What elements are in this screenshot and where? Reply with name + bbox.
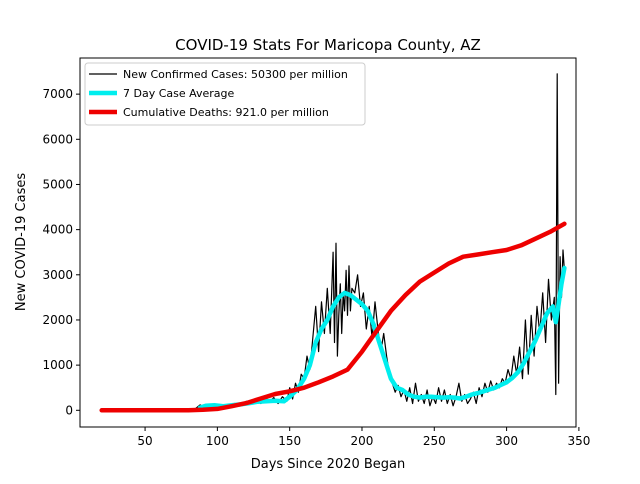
y-tick-label: 5000 — [42, 177, 73, 191]
x-tick-label: 50 — [137, 434, 152, 448]
y-tick-label: 6000 — [42, 132, 73, 146]
series-7-day-average-line — [197, 265, 567, 410]
y-axis: 0 1000 2000 3000 4000 5000 6000 7000 — [42, 87, 80, 417]
y-tick-label: 0 — [65, 403, 73, 417]
legend: New Confirmed Cases: 50300 per million 7… — [84, 62, 366, 126]
axes-frame — [79, 57, 577, 428]
x-axis: 50 100 150 200 250 300 350 — [137, 427, 590, 448]
x-tick-label: 350 — [567, 434, 590, 448]
y-tick-label: 2000 — [42, 313, 73, 327]
y-axis-label: New COVID-19 Cases — [14, 173, 29, 311]
chart-title: COVID-19 Stats For Maricopa County, AZ — [175, 36, 481, 54]
legend-label-new-cases: New Confirmed Cases: 50300 per million — [123, 68, 348, 81]
legend-label-average: 7 Day Case Average — [123, 87, 235, 100]
x-tick-label: 100 — [206, 434, 229, 448]
x-tick-label: 250 — [423, 434, 446, 448]
x-axis-label: Days Since 2020 Began — [251, 457, 406, 472]
x-tick-label: 150 — [278, 434, 301, 448]
legend-label-deaths: Cumulative Deaths: 921.0 per million — [123, 106, 329, 119]
y-tick-label: 1000 — [42, 358, 73, 372]
y-tick-label: 3000 — [42, 268, 73, 282]
series-cumulative-deaths-line — [99, 221, 567, 413]
plot-layer — [99, 73, 567, 413]
y-tick-label: 7000 — [42, 87, 73, 101]
x-tick-label: 200 — [351, 434, 374, 448]
legend-box — [84, 62, 366, 126]
y-tick-label: 4000 — [42, 223, 73, 237]
x-tick-label: 300 — [495, 434, 518, 448]
